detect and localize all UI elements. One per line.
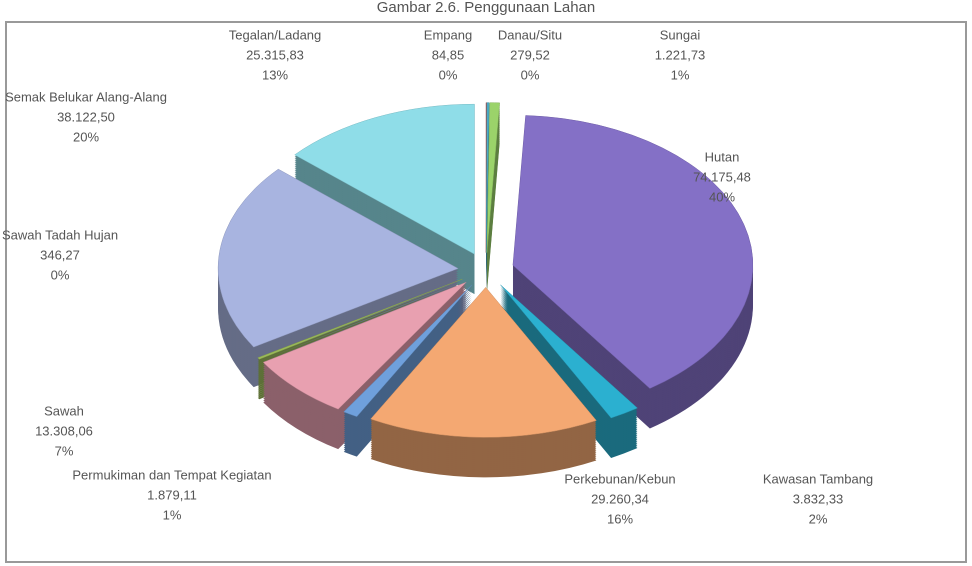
slice [294, 103, 475, 255]
slice-category-label: Semak Belukar Alang-Alang [5, 89, 167, 104]
slice-percent-label: 40% [709, 189, 735, 204]
slice [500, 284, 638, 419]
slice-side [257, 283, 463, 364]
slice-value-label: 84,85 [432, 47, 465, 62]
slice-percent-label: 7% [55, 443, 74, 458]
slice [485, 102, 490, 253]
slice [512, 115, 754, 389]
slice-value-label: 346,27 [40, 247, 80, 262]
slice [343, 284, 473, 417]
slice [370, 286, 597, 438]
slice-category-label: Perkebunan/Kebun [564, 471, 675, 486]
slice-percent-label: 0% [521, 67, 540, 82]
slice-value-label: 38.122,50 [57, 109, 115, 124]
slice [262, 282, 467, 410]
slice-side [257, 281, 463, 362]
slice-value-label: 3.832,33 [793, 491, 844, 506]
slice-percent-label: 16% [607, 511, 633, 526]
slice-category-label: Danau/Situ [498, 27, 562, 42]
chart-title: Gambar 2.6. Penggunaan Lahan [377, 0, 596, 16]
slice-value-label: 279,52 [510, 47, 550, 62]
slice-category-label: Kawasan Tambang [763, 471, 873, 486]
slice-percent-label: 20% [73, 129, 99, 144]
slice [257, 278, 463, 360]
slice-category-label: Tegalan/Ladang [229, 27, 322, 42]
slice-value-label: 1.221,73 [655, 47, 706, 62]
slice-percent-label: 0% [439, 67, 458, 82]
slice-category-label: Sawah Tadah Hujan [2, 227, 118, 242]
slice [486, 102, 500, 253]
slice-percent-label: 13% [262, 67, 288, 82]
slice-category-label: Sawah [44, 403, 84, 418]
slice [217, 168, 459, 348]
slice-value-label: 1.879,11 [147, 487, 197, 502]
slice-percent-label: 0% [51, 267, 70, 282]
slice-percent-label: 2% [809, 511, 828, 526]
slice-percent-label: 1% [671, 67, 690, 82]
slice-category-label: Hutan [705, 149, 740, 164]
slice-value-label: 29.260,34 [591, 491, 649, 506]
slice-value-label: 74.175,48 [693, 169, 751, 184]
slice-value-label: 13.308,06 [35, 423, 93, 438]
slice-category-label: Sungai [660, 27, 701, 42]
slice-category-label: Permukiman dan Tempat Kegiatan [72, 467, 271, 482]
slice-percent-label: 1% [163, 507, 182, 522]
slice-category-label: Empang [424, 27, 472, 42]
slice-value-label: 25.315,83 [246, 47, 304, 62]
